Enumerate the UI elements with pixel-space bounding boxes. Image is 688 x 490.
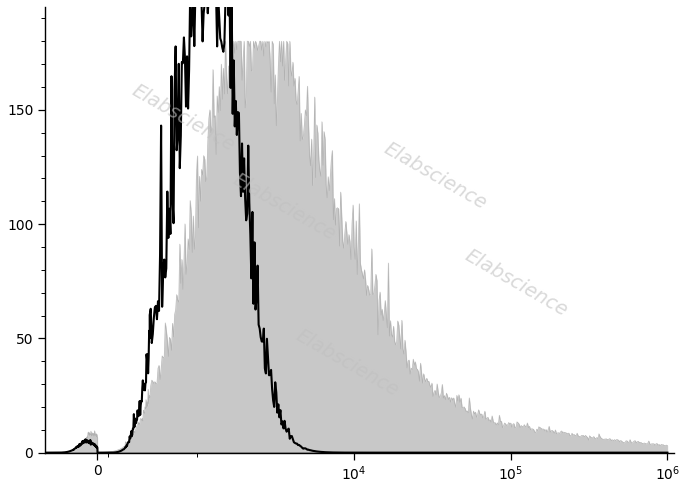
Text: Elabscience: Elabscience <box>129 81 238 155</box>
Text: Elabscience: Elabscience <box>292 326 402 401</box>
Text: Elabscience: Elabscience <box>380 139 490 214</box>
Text: Elabscience: Elabscience <box>462 246 572 320</box>
Text: Elabscience: Elabscience <box>229 171 338 245</box>
